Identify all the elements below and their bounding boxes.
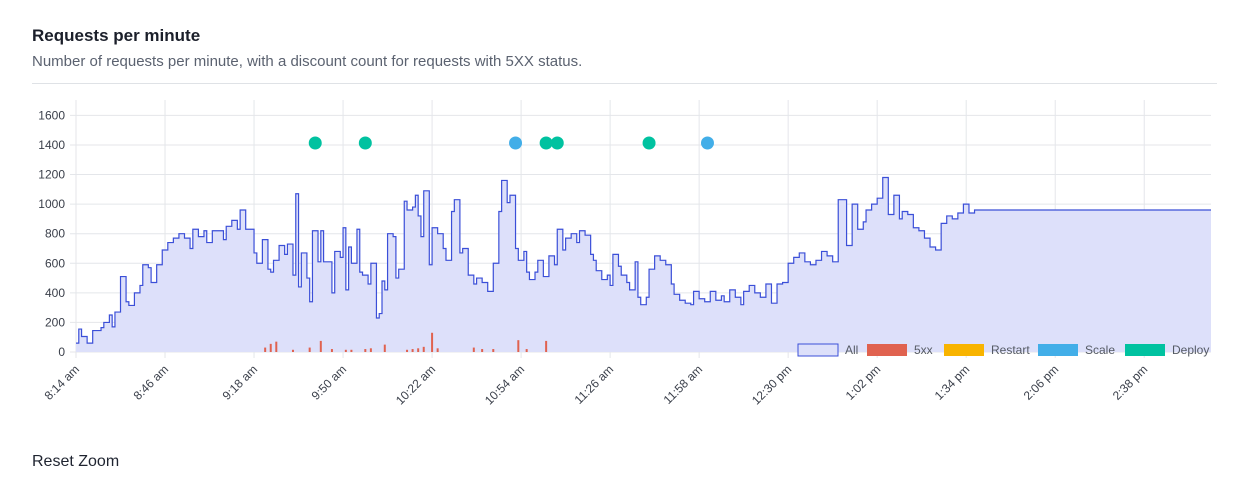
- deploy-event-marker: [539, 136, 553, 150]
- y-tick-label: 0: [58, 345, 65, 359]
- legend-label-restart: Restart: [991, 343, 1030, 357]
- legend-swatch-restart: [944, 344, 984, 356]
- chart-subtitle: Number of requests per minute, with a di…: [32, 53, 583, 70]
- 5xx-bar: [431, 332, 434, 352]
- x-tick-label: 9:18 am: [220, 362, 261, 403]
- 5xx-bar: [344, 349, 347, 352]
- 5xx-bar: [411, 349, 414, 352]
- 5xx-bar: [269, 343, 272, 352]
- y-tick-label: 1000: [38, 197, 65, 211]
- 5xx-bar: [308, 347, 311, 352]
- 5xx-bar: [517, 340, 520, 352]
- 5xx-bar: [319, 340, 322, 352]
- 5xx-bar: [545, 340, 548, 352]
- all-series-area: [76, 177, 1211, 352]
- 5xx-bar: [422, 346, 425, 352]
- x-tick-label: 10:22 am: [393, 362, 438, 407]
- y-tick-label: 1400: [38, 138, 65, 152]
- 5xx-bar: [350, 349, 353, 352]
- x-tick-label: 1:34 pm: [932, 362, 973, 403]
- x-tick-label: 10:54 am: [482, 362, 527, 407]
- x-tick-label: 8:14 am: [42, 362, 83, 403]
- header-divider: [32, 83, 1217, 84]
- 5xx-bar: [364, 349, 367, 352]
- legend-label-5xx: 5xx: [914, 343, 933, 357]
- 5xx-bar: [291, 349, 294, 352]
- x-tick-label: 8:46 am: [131, 362, 172, 403]
- 5xx-bar: [492, 349, 495, 352]
- x-tick-label: 12:30 pm: [749, 362, 794, 407]
- legend-label-deploy: Deploy: [1172, 343, 1209, 357]
- deploy-event-marker: [358, 136, 372, 150]
- requests-chart[interactable]: 0 200 400 600 800 1000 1200 1400 1600 8:14 am 8:4…: [0, 90, 1248, 445]
- chart-legend[interactable]: All 5xx Restart Scale Deploy: [797, 343, 1209, 357]
- y-axis-labels: 0 200 400 600 800 1000 1200 1400 1600: [38, 108, 65, 359]
- x-axis-labels: 8:14 am 8:46 am 9:18 am 9:50 am 10:22 am 10:5…: [42, 362, 1151, 407]
- legend-swatch-deploy: [1125, 344, 1165, 356]
- 5xx-bar: [406, 349, 409, 352]
- x-tick-label: 2:06 pm: [1021, 362, 1062, 403]
- 5xx-bar: [275, 341, 278, 352]
- x-tick-label: 9:50 am: [309, 362, 350, 403]
- legend-label-all: All: [845, 343, 858, 357]
- scale-event-marker: [509, 136, 523, 150]
- legend-label-scale: Scale: [1085, 343, 1115, 357]
- y-tick-label: 600: [45, 256, 65, 270]
- 5xx-bar: [436, 348, 439, 352]
- 5xx-bar: [481, 349, 484, 352]
- y-tick-label: 400: [45, 286, 65, 300]
- y-tick-label: 1600: [38, 108, 65, 122]
- 5xx-bar: [525, 349, 528, 352]
- deploy-event-marker: [642, 136, 656, 150]
- reset-zoom-button[interactable]: Reset Zoom: [32, 453, 120, 470]
- x-tick-label: 2:38 pm: [1110, 362, 1151, 403]
- x-tick-label: 11:26 am: [572, 362, 617, 407]
- deploy-event-marker: [308, 136, 322, 150]
- legend-swatch-5xx: [867, 344, 907, 356]
- y-tick-label: 200: [45, 315, 65, 329]
- 5xx-bar: [369, 348, 372, 352]
- chart-title: Requests per minute: [32, 26, 201, 45]
- y-tick-label: 800: [45, 227, 65, 241]
- all-series-line: [76, 176, 1211, 344]
- deploy-event-marker: [550, 136, 564, 150]
- 5xx-bars: [264, 332, 548, 352]
- 5xx-bar: [383, 344, 386, 352]
- event-markers: [308, 136, 714, 150]
- legend-swatch-all: [797, 343, 839, 357]
- x-tick-label: 11:58 am: [661, 362, 706, 407]
- x-tick-label: 1:02 pm: [843, 362, 884, 403]
- scale-event-marker: [700, 136, 714, 150]
- legend-swatch-scale: [1038, 344, 1078, 356]
- 5xx-bar: [417, 348, 420, 352]
- y-tick-label: 1200: [38, 168, 65, 182]
- 5xx-bar: [330, 349, 333, 352]
- 5xx-bar: [264, 347, 267, 352]
- 5xx-bar: [472, 347, 475, 352]
